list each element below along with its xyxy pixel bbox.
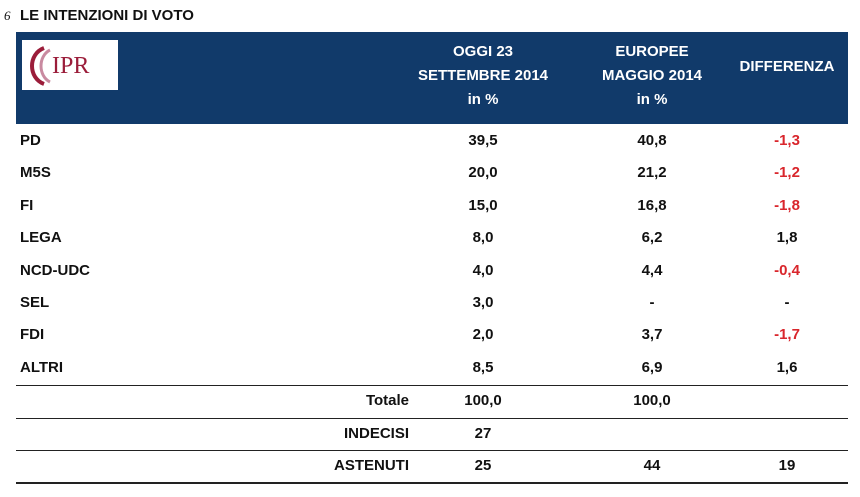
party-label: SEL (20, 294, 50, 311)
column-header: in % (636, 91, 668, 108)
cell: 4,0 (472, 261, 494, 279)
cell: -1,7 (774, 326, 800, 344)
cell: 6,9 (641, 358, 663, 376)
cell: 4,4 (641, 261, 663, 279)
cell: 2,0 (472, 326, 494, 344)
cell: 3,7 (641, 326, 663, 344)
cell: 16,8 (637, 196, 667, 214)
cell: 1,6 (776, 358, 798, 376)
rule (16, 418, 848, 419)
summary-label: Totale (365, 392, 409, 409)
column-header: MAGGIO 2014 (601, 67, 703, 84)
column-header: in % (467, 91, 499, 108)
summary-label: INDECISI (343, 425, 409, 442)
page-number: 6 (4, 8, 11, 23)
party-label: ALTRI (20, 358, 64, 376)
cell: 20,0 (468, 164, 498, 182)
logo-text: IPR (52, 53, 89, 79)
cell: 39,5 (468, 132, 498, 149)
summary-label: ASTENUTI (334, 457, 409, 474)
cell: -1,3 (774, 132, 800, 149)
rule (16, 385, 848, 386)
column-header: EUROPEE (615, 43, 689, 60)
party-label: FI (20, 196, 34, 214)
rule (16, 450, 848, 451)
cell: -1,8 (774, 196, 800, 214)
cell: 19 (778, 457, 796, 474)
column-header: DIFFERENZA (739, 58, 835, 75)
cell: - (784, 294, 790, 311)
cell: 44 (643, 457, 661, 474)
cell: 21,2 (637, 164, 667, 182)
column-header: SETTEMBRE 2014 (417, 67, 549, 84)
cell: -1,2 (774, 164, 800, 182)
party-label: FDI (20, 326, 45, 344)
cell: 25 (474, 457, 492, 474)
cell: - (649, 294, 655, 311)
party-label: NCD-UDC (20, 261, 90, 279)
cell: -0,4 (774, 261, 800, 279)
cell: 100,0 (464, 392, 502, 409)
rule (16, 482, 848, 484)
cell: 6,2 (641, 229, 663, 247)
party-label: PD (20, 132, 41, 149)
cell: 3,0 (472, 294, 494, 311)
header-band (16, 32, 848, 124)
title: LE INTENZIONI DI VOTO (20, 7, 194, 24)
cell: 40,8 (637, 132, 667, 149)
cell: 15,0 (468, 196, 498, 214)
party-label: M5S (20, 164, 51, 182)
column-header: OGGI 23 (452, 43, 514, 60)
cell: 1,8 (776, 229, 798, 247)
logo: IPR (22, 40, 118, 90)
party-label: LEGA (20, 229, 62, 247)
logo-mark: IPR (30, 46, 89, 86)
cell: 8,5 (472, 358, 494, 376)
cell: 8,0 (472, 229, 494, 247)
cell: 100,0 (633, 392, 671, 409)
cell: 27 (474, 425, 492, 442)
